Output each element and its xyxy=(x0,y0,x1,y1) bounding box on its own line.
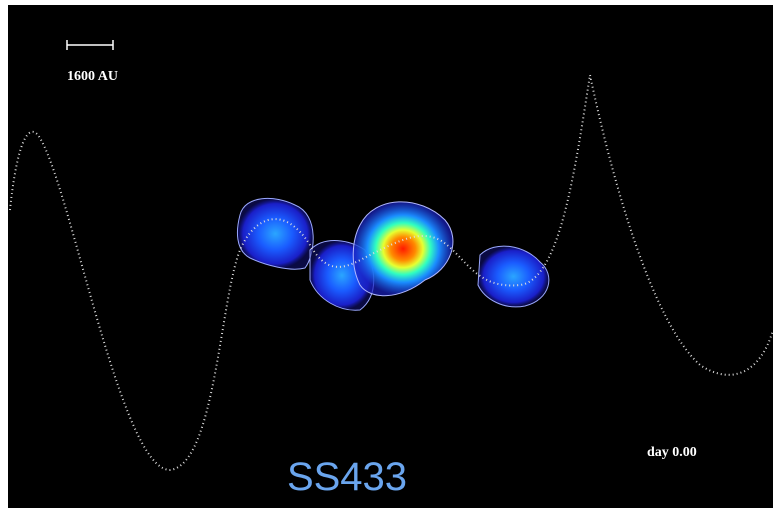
scale-label: 1600 AU xyxy=(67,69,118,84)
jet-blobs xyxy=(236,197,550,311)
precession-path xyxy=(9,74,773,472)
time-label: day 0.00 xyxy=(647,445,697,460)
caption: SS433 xyxy=(287,455,407,499)
